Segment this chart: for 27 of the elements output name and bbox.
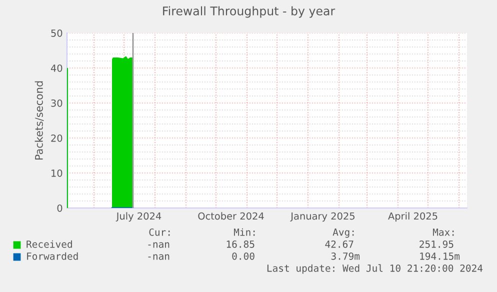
text: Cur: [149, 228, 170, 236]
y-axis-title: Packets/second [34, 81, 44, 160]
text: Last update: Wed Jul 10 21:20:00 2024 [267, 264, 483, 274]
y-tick-label: 50 [51, 29, 62, 37]
x-tick-label: January 2025 [290, 212, 354, 222]
y-tick-label: 0 [57, 204, 62, 212]
legend-label: Forwarded [27, 252, 78, 260]
text: Max: [432, 228, 454, 236]
text: -nan [148, 242, 170, 248]
text: 194.15m [420, 252, 460, 260]
text: 3.79m [331, 252, 360, 260]
text: 16.85 [226, 240, 254, 248]
x-tick-label: July 2024 [116, 212, 162, 222]
y-tick-label: 30 [51, 99, 62, 107]
legend-label: Received [26, 240, 72, 248]
text: 42.67 [325, 240, 354, 248]
text: Avg: [332, 228, 354, 238]
x-tick-label: October 2024 [198, 212, 264, 220]
text: 0.00 [232, 252, 254, 260]
text: -nan [148, 254, 170, 260]
y-tick-label: 10 [52, 169, 62, 177]
x-tick-label: April 2025 [388, 212, 438, 222]
text: Min: [234, 228, 255, 236]
text: 251.95 [420, 240, 454, 248]
y-tick-label: 40 [50, 64, 62, 72]
chart-title: Firewall Throughput - by year [163, 6, 336, 18]
y-tick-label: 20 [51, 134, 62, 142]
